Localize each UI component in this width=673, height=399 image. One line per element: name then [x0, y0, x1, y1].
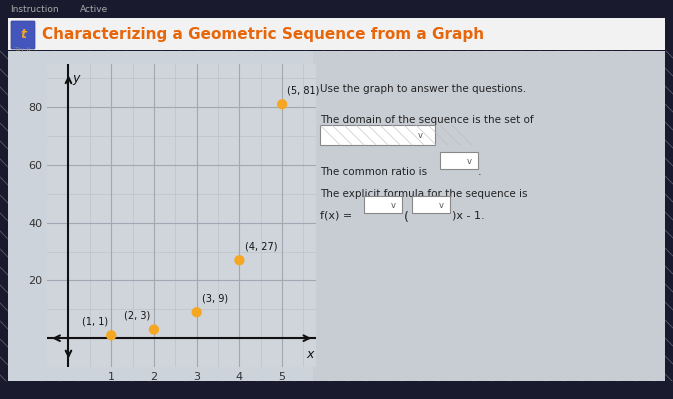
Point [277, 101, 287, 107]
Text: (4, 27): (4, 27) [244, 241, 277, 251]
Text: The domain of the sequence is the set of: The domain of the sequence is the set of [320, 115, 534, 125]
Text: v: v [466, 156, 472, 166]
Text: (3, 9): (3, 9) [202, 294, 228, 304]
Point [149, 326, 160, 333]
Text: t: t [20, 28, 26, 41]
FancyBboxPatch shape [412, 196, 450, 213]
Text: (5, 81): (5, 81) [287, 86, 320, 96]
Bar [313, 51, 665, 381]
Text: .: . [478, 167, 482, 177]
Text: (2, 3): (2, 3) [125, 311, 151, 321]
Point [106, 332, 116, 338]
Text: The common ratio is: The common ratio is [320, 167, 427, 177]
Text: (: ( [404, 211, 409, 224]
FancyBboxPatch shape [440, 152, 478, 169]
Text: y: y [73, 72, 80, 85]
FancyBboxPatch shape [320, 125, 435, 145]
Text: v: v [417, 130, 423, 140]
Text: Characterizing a Geometric Sequence from a Graph: Characterizing a Geometric Sequence from… [42, 26, 484, 41]
Text: f(x) =: f(x) = [320, 211, 352, 221]
Text: Instruction: Instruction [10, 4, 59, 14]
Point [234, 257, 245, 263]
Text: )x - 1.: )x - 1. [452, 211, 485, 221]
Text: (1, 1): (1, 1) [81, 317, 108, 327]
Point [191, 309, 202, 315]
Text: Try it: Try it [15, 47, 31, 51]
Text: v: v [390, 201, 396, 209]
FancyBboxPatch shape [364, 196, 402, 213]
Text: The explicit formula for the sequence is: The explicit formula for the sequence is [320, 189, 528, 199]
Bar [8, 51, 313, 381]
Text: x: x [306, 348, 314, 361]
Bar [0, 0, 673, 18]
Text: Active: Active [80, 4, 108, 14]
FancyBboxPatch shape [11, 21, 35, 49]
Text: v: v [439, 201, 444, 209]
Bar [8, 18, 665, 50]
Text: Use the graph to answer the questions.: Use the graph to answer the questions. [320, 84, 526, 94]
